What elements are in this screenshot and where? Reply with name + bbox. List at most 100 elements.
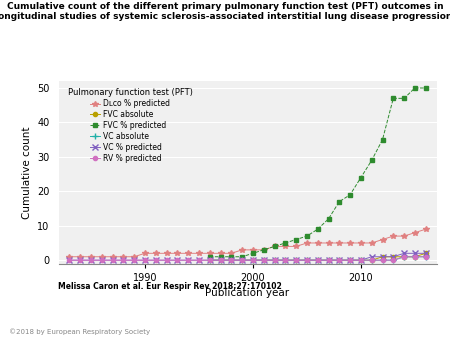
Y-axis label: Cumulative count: Cumulative count bbox=[22, 126, 32, 219]
RV % predicted bbox=[185, 258, 191, 262]
Dʟᴄᴏ % predicted bbox=[153, 251, 158, 255]
VC absolute bbox=[239, 258, 245, 262]
FVC % predicted bbox=[239, 255, 245, 259]
VC % predicted bbox=[110, 258, 115, 262]
RV % predicted bbox=[196, 258, 202, 262]
FVC % predicted bbox=[401, 96, 407, 100]
VC absolute bbox=[347, 258, 353, 262]
Dʟᴄᴏ % predicted bbox=[391, 234, 396, 238]
FVC absolute bbox=[261, 258, 266, 262]
VC absolute bbox=[412, 255, 418, 259]
Dʟᴄᴏ % predicted bbox=[326, 241, 331, 245]
VC absolute bbox=[358, 258, 364, 262]
VC % predicted bbox=[283, 258, 288, 262]
VC % predicted bbox=[423, 251, 428, 255]
Dʟᴄᴏ % predicted bbox=[239, 248, 245, 252]
Dʟᴄᴏ % predicted bbox=[218, 251, 223, 255]
VC % predicted bbox=[239, 258, 245, 262]
VC % predicted bbox=[185, 258, 191, 262]
VC absolute bbox=[401, 255, 407, 259]
RV % predicted bbox=[380, 258, 385, 262]
FVC absolute bbox=[315, 258, 320, 262]
Legend: Dʟᴄᴏ % predicted, FVC absolute, FVC % predicted, VC absolute, VC % predicted, RV: Dʟᴄᴏ % predicted, FVC absolute, FVC % pr… bbox=[66, 87, 194, 164]
RV % predicted bbox=[142, 258, 148, 262]
RV % predicted bbox=[337, 258, 342, 262]
FVC % predicted bbox=[337, 200, 342, 204]
RV % predicted bbox=[391, 258, 396, 262]
FVC % predicted bbox=[229, 255, 234, 259]
Line: VC absolute: VC absolute bbox=[206, 253, 429, 264]
VC % predicted bbox=[272, 258, 277, 262]
VC % predicted bbox=[401, 251, 407, 255]
RV % predicted bbox=[164, 258, 169, 262]
Dʟᴄᴏ % predicted bbox=[250, 248, 256, 252]
FVC absolute bbox=[358, 258, 364, 262]
FVC % predicted bbox=[369, 158, 374, 162]
Text: ©2018 by European Respiratory Society: ©2018 by European Respiratory Society bbox=[9, 328, 150, 335]
Line: RV % predicted: RV % predicted bbox=[67, 255, 428, 262]
VC absolute bbox=[250, 258, 256, 262]
Dʟᴄᴏ % predicted bbox=[121, 255, 126, 259]
VC % predicted bbox=[142, 258, 148, 262]
VC % predicted bbox=[218, 258, 223, 262]
Dʟᴄᴏ % predicted bbox=[99, 255, 104, 259]
RV % predicted bbox=[272, 258, 277, 262]
Dʟᴄᴏ % predicted bbox=[293, 244, 299, 248]
VC absolute bbox=[337, 258, 342, 262]
Dʟᴄᴏ % predicted bbox=[175, 251, 180, 255]
FVC % predicted bbox=[207, 255, 212, 259]
RV % predicted bbox=[88, 258, 94, 262]
VC absolute bbox=[423, 255, 428, 259]
Line: Dʟᴄᴏ % predicted: Dʟᴄᴏ % predicted bbox=[67, 226, 428, 260]
FVC absolute bbox=[272, 258, 277, 262]
RV % predicted bbox=[358, 258, 364, 262]
FVC absolute bbox=[380, 255, 385, 259]
FVC absolute bbox=[239, 258, 245, 262]
Dʟᴄᴏ % predicted bbox=[358, 241, 364, 245]
VC % predicted bbox=[293, 258, 299, 262]
RV % predicted bbox=[175, 258, 180, 262]
FVC absolute bbox=[369, 258, 374, 262]
FVC absolute bbox=[347, 258, 353, 262]
VC absolute bbox=[369, 258, 374, 262]
Dʟᴄᴏ % predicted bbox=[185, 251, 191, 255]
FVC % predicted bbox=[250, 251, 256, 255]
RV % predicted bbox=[110, 258, 115, 262]
VC % predicted bbox=[261, 258, 266, 262]
FVC absolute bbox=[401, 255, 407, 259]
RV % predicted bbox=[261, 258, 266, 262]
Dʟᴄᴏ % predicted bbox=[423, 227, 428, 231]
Dʟᴄᴏ % predicted bbox=[304, 241, 310, 245]
RV % predicted bbox=[315, 258, 320, 262]
Line: FVC % predicted: FVC % predicted bbox=[207, 86, 428, 259]
FVC % predicted bbox=[293, 238, 299, 242]
Dʟᴄᴏ % predicted bbox=[337, 241, 342, 245]
Dʟᴄᴏ % predicted bbox=[283, 244, 288, 248]
RV % predicted bbox=[218, 258, 223, 262]
Dʟᴄᴏ % predicted bbox=[229, 251, 234, 255]
Dʟᴄᴏ % predicted bbox=[77, 255, 83, 259]
VC absolute bbox=[272, 258, 277, 262]
RV % predicted bbox=[239, 258, 245, 262]
RV % predicted bbox=[423, 255, 428, 259]
FVC % predicted bbox=[218, 255, 223, 259]
VC % predicted bbox=[250, 258, 256, 262]
FVC % predicted bbox=[423, 86, 428, 90]
Text: Cumulative count of the different primary pulmonary function test (PFT) outcomes: Cumulative count of the different primar… bbox=[7, 2, 443, 11]
Dʟᴄᴏ % predicted bbox=[315, 241, 320, 245]
FVC absolute bbox=[293, 258, 299, 262]
VC absolute bbox=[391, 258, 396, 262]
VC % predicted bbox=[99, 258, 104, 262]
VC absolute bbox=[218, 258, 223, 262]
RV % predicted bbox=[412, 255, 418, 259]
Dʟᴄᴏ % predicted bbox=[88, 255, 94, 259]
VC % predicted bbox=[153, 258, 158, 262]
Dʟᴄᴏ % predicted bbox=[412, 231, 418, 235]
VC absolute bbox=[261, 258, 266, 262]
FVC % predicted bbox=[412, 86, 418, 90]
FVC absolute bbox=[423, 251, 428, 255]
Dʟᴄᴏ % predicted bbox=[142, 251, 148, 255]
VC % predicted bbox=[121, 258, 126, 262]
VC % predicted bbox=[67, 258, 72, 262]
FVC % predicted bbox=[358, 175, 364, 179]
